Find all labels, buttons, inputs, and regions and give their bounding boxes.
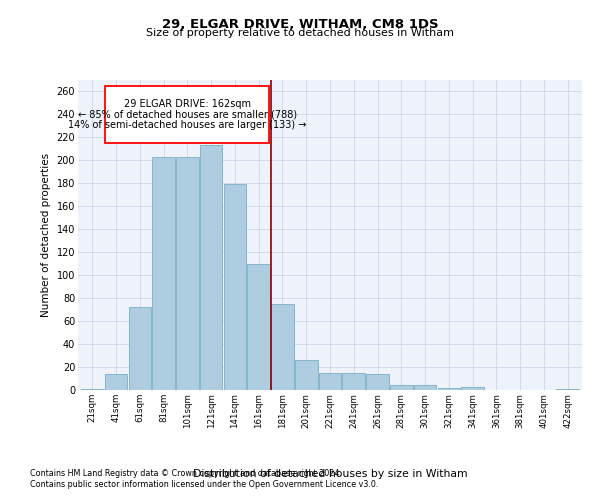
Bar [414,386,436,390]
Text: 14% of semi-detached houses are larger (133) →: 14% of semi-detached houses are larger (… [68,120,307,130]
Bar [105,374,127,390]
Bar [200,146,223,390]
Bar [295,360,317,390]
Text: Size of property relative to detached houses in Witham: Size of property relative to detached ho… [146,28,454,38]
Bar [271,304,294,390]
Bar [343,373,365,390]
Bar [437,388,460,390]
Text: Contains public sector information licensed under the Open Government Licence v3: Contains public sector information licen… [30,480,379,489]
Bar [390,386,413,390]
Text: 29 ELGAR DRIVE: 162sqm: 29 ELGAR DRIVE: 162sqm [124,99,251,109]
Text: 29, ELGAR DRIVE, WITHAM, CM8 1DS: 29, ELGAR DRIVE, WITHAM, CM8 1DS [161,18,439,30]
X-axis label: Distribution of detached houses by size in Witham: Distribution of detached houses by size … [193,470,467,480]
Bar [366,374,389,390]
Bar [461,386,484,390]
Bar [128,308,151,390]
Bar [152,157,175,390]
Bar [319,373,341,390]
Bar [81,389,104,390]
Bar [224,184,246,390]
Y-axis label: Number of detached properties: Number of detached properties [41,153,51,317]
Bar [106,86,269,143]
Bar [176,157,199,390]
Text: Contains HM Land Registry data © Crown copyright and database right 2024.: Contains HM Land Registry data © Crown c… [30,468,342,477]
Bar [247,264,270,390]
Text: ← 85% of detached houses are smaller (788): ← 85% of detached houses are smaller (78… [78,110,297,120]
Bar [556,389,579,390]
